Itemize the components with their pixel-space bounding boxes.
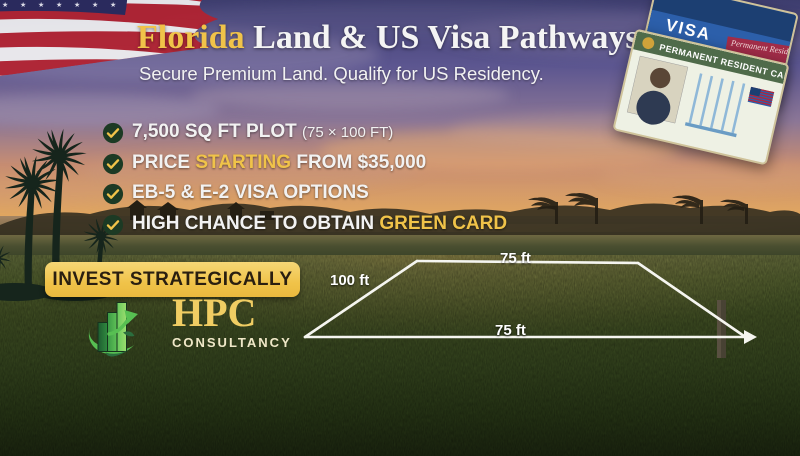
svg-text:★: ★: [38, 1, 44, 9]
svg-text:★: ★: [20, 1, 26, 9]
svg-text:★: ★: [29, 0, 35, 1]
svg-text:★: ★: [74, 1, 80, 9]
svg-text:★: ★: [11, 0, 17, 1]
svg-text:★: ★: [65, 0, 71, 1]
svg-text:★: ★: [56, 1, 62, 9]
svg-text:★: ★: [2, 1, 8, 9]
svg-text:★: ★: [92, 1, 98, 9]
svg-text:★: ★: [83, 0, 89, 1]
svg-text:★: ★: [47, 0, 53, 1]
svg-text:★: ★: [101, 0, 107, 1]
svg-text:★: ★: [110, 1, 116, 9]
